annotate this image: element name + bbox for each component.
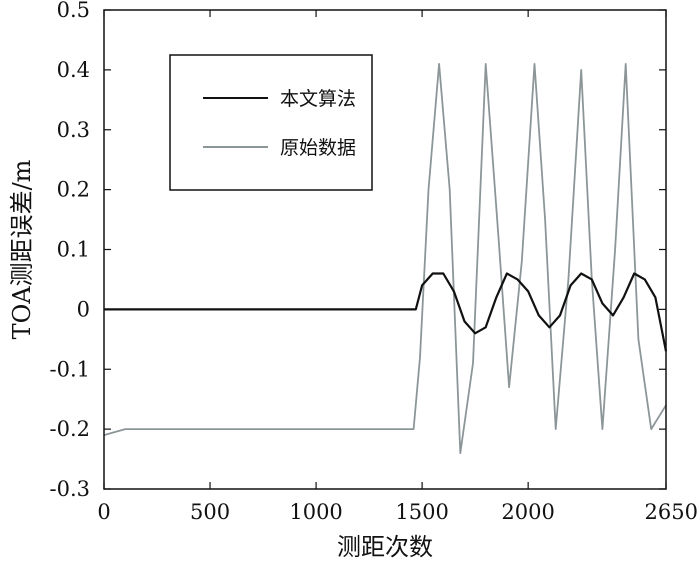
y-tick-label: -0.2 xyxy=(50,417,91,441)
series-line-0 xyxy=(104,272,668,352)
legend-label-0: 本文算法 xyxy=(280,88,356,110)
legend-box xyxy=(169,54,373,191)
y-tick-label: -0.3 xyxy=(50,477,91,501)
y-axis-title: TOA测距误差/m xyxy=(8,159,36,339)
series-layer xyxy=(103,63,668,455)
legend: 本文算法 原始数据 xyxy=(169,54,373,191)
x-tick-label: 2000 xyxy=(501,500,554,524)
y-tick-label: 0.3 xyxy=(57,118,90,142)
ticks-layer: 0 500 1000 1500 2000 2650 0.5 0.4 0.3 0.2 0.1 0 -0.1… xyxy=(50,0,699,524)
x-tick-label: 1500 xyxy=(395,500,448,524)
y-tick-label: 0 xyxy=(77,297,90,321)
y-tick-label: -0.1 xyxy=(50,357,91,381)
y-tick-label: 0.5 xyxy=(57,0,90,22)
x-tick-label: 1000 xyxy=(289,500,342,524)
legend-label-1: 原始数据 xyxy=(280,137,356,159)
y-tick-label: 0.2 xyxy=(57,178,90,202)
x-tick-label: 0 xyxy=(97,500,110,524)
x-tick-label: 2650 xyxy=(645,500,698,524)
series-line-1 xyxy=(103,63,667,455)
x-tick-label: 500 xyxy=(190,500,230,524)
x-axis-title: 测距次数 xyxy=(337,533,433,561)
y-tick-label: 0.4 xyxy=(57,58,90,82)
y-tick-label: 0.1 xyxy=(57,238,90,262)
